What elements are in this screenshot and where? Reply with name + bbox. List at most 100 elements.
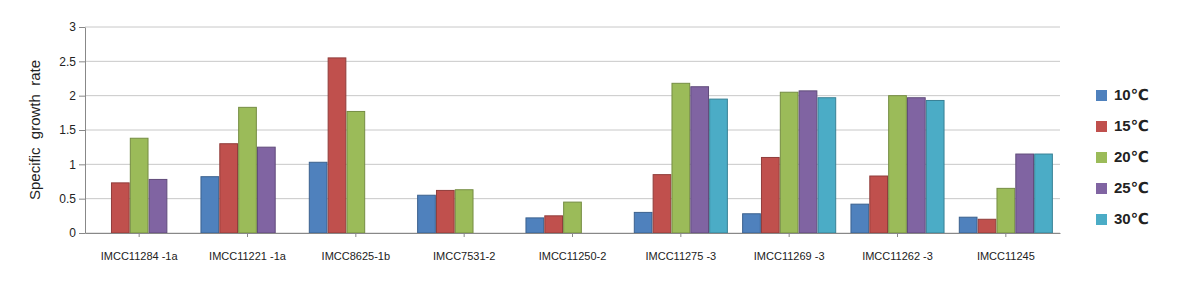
x-tick: IMCC11221 -1a [209,233,287,262]
y-tick-mark [79,233,85,234]
x-tick: IMCC7531-2 [433,233,495,262]
x-tick-label: IMCC11284 -1a [101,250,179,262]
bar [436,190,454,233]
y-tick-label: 0.5 [59,192,76,206]
bar [926,100,944,233]
legend-label: 30℃ [1114,210,1149,227]
bar [257,147,275,233]
x-tick-mark [464,233,465,237]
bar [347,111,365,233]
y-tick-label: 1.5 [59,123,76,137]
legend-swatch [1096,152,1107,163]
bar [691,87,709,233]
bar [201,177,219,233]
y-tick: 0.5 [59,192,85,206]
series [111,58,995,233]
y-tick-mark [79,164,85,165]
legend-item: 25℃ [1096,179,1149,196]
x-tick: IMCC11275 -3 [645,233,716,262]
series [710,98,1053,233]
bar [818,98,836,233]
x-tick-mark [572,233,573,237]
y-tick-mark [79,61,85,62]
y-axis: 0 0.5 1 1.5 2 2.5 3 [59,20,85,240]
bar [870,176,888,233]
bar [564,202,582,233]
series [149,87,1033,233]
x-tick: IMCC11245 [977,233,1035,262]
bar [1035,154,1053,233]
bar [545,216,563,233]
x-tick-mark [1005,233,1006,237]
legend-item: 20℃ [1096,148,1149,165]
bar [978,219,996,233]
bar [111,183,129,233]
legend-item: 10℃ [1096,86,1149,103]
bar [220,144,238,233]
y-tick-mark [79,96,85,97]
chart: 00.511.522.53IMCC11284 -1aIMCC11221 -1aI… [0,0,1204,290]
bar [780,92,798,233]
bar [959,217,977,233]
grid-line [85,61,1060,62]
x-tick-mark [247,233,248,237]
x-axis: IMCC11284 -1a IMCC11221 -1a IMCC8625-1b IMC… [86,233,1061,262]
bar [997,188,1015,233]
x-tick-label: IMCC11269 -3 [754,250,825,262]
x-tick-label: IMCC11275 -3 [645,250,716,262]
legend-swatch [1096,121,1107,132]
legend-swatch [1096,90,1107,101]
y-tick-label: 2.5 [59,55,76,69]
bar [418,195,436,233]
series [130,83,1014,233]
bar [799,91,817,233]
bar [149,179,167,233]
x-tick-label: IMCC7531-2 [433,250,495,262]
bar [907,98,925,233]
y-axis-title: Specific growth rate [26,60,43,200]
legend-swatch [1096,214,1107,225]
x-tick-mark [139,233,140,237]
bar [634,212,652,233]
series [201,162,977,233]
y-tick: 2 [69,89,85,103]
legend-label: 25℃ [1114,179,1149,196]
x-tick-mark [680,233,681,237]
legend-label: 20℃ [1114,148,1149,165]
y-tick-label: 3 [69,20,76,34]
grid-line [85,27,1060,28]
bar [710,99,728,233]
y-tick: 1.5 [59,123,85,137]
bar [239,107,257,233]
y-tick-mark [79,199,85,200]
bar [851,204,869,233]
y-tick: 3 [69,20,85,34]
y-tick-label: 0 [69,226,76,240]
x-tick-mark [897,233,898,237]
x-tick-label: IMCC11245 [977,250,1035,262]
x-tick-label: IMCC11221 -1a [209,250,287,262]
bar [1016,154,1034,233]
bar [761,157,779,233]
bar [653,175,671,233]
bar [328,58,346,233]
grid [85,27,1060,233]
x-tick: IMCC11262 -3 [862,233,933,262]
y-tick: 1 [69,158,85,172]
bar [889,96,907,233]
y-tick-label: 2 [69,89,76,103]
y-tick-mark [79,130,85,131]
legend-swatch [1096,183,1107,194]
legend-label: 15℃ [1114,117,1149,134]
x-tick-mark [789,233,790,237]
legend-item: 30℃ [1096,210,1149,227]
legend-item: 15℃ [1096,117,1149,134]
y-tick: 2.5 [59,55,85,69]
bars [111,58,1052,233]
x-tick-mark [355,233,356,237]
grid-line [85,95,1060,96]
bar [672,83,690,233]
bar [309,162,327,233]
x-tick: IMCC8625-1b [322,233,390,262]
y-tick-mark [79,27,85,28]
